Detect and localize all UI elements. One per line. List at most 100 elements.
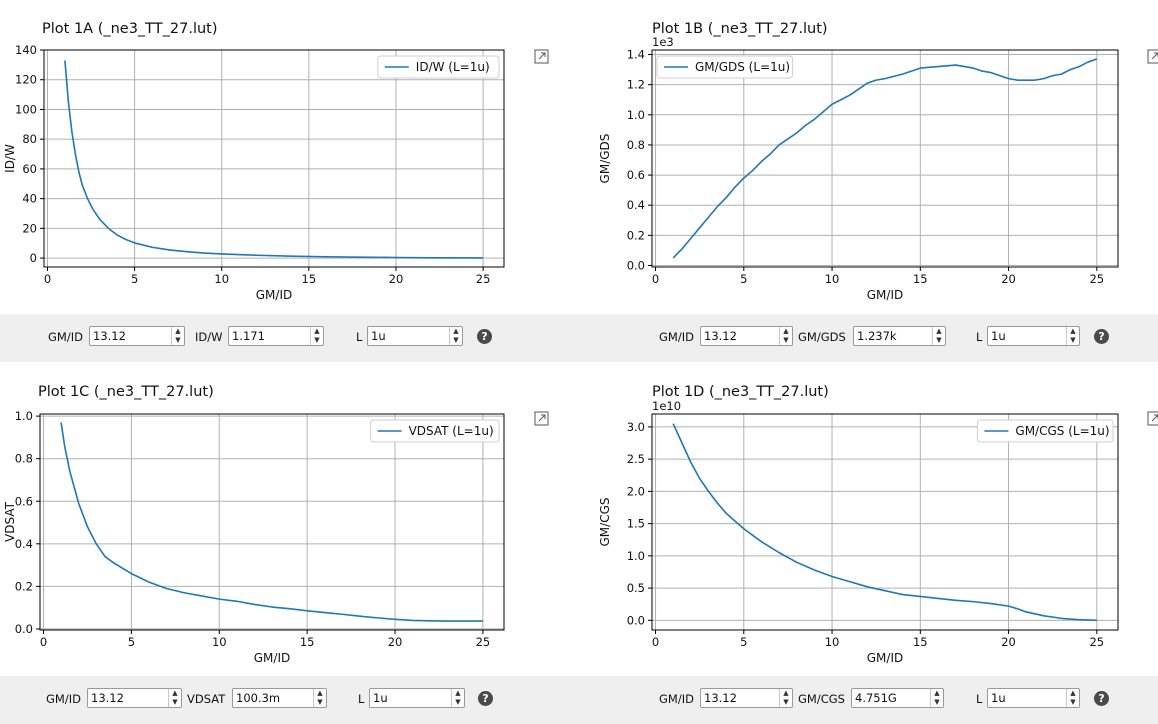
legend-label: GM/GDS (L=1u) xyxy=(695,60,790,74)
plot-panel-1c: Plot 1C (_ne3_TT_27.lut) 0 5 10 15 20 25 0.0 0.2… xyxy=(0,362,579,724)
l-spinbox[interactable]: 1u ▲ ▼ xyxy=(987,688,1080,708)
y-value: 1.171 xyxy=(232,329,265,343)
plot-panel-1a: Plot 1A (_ne3_TT_27.lut) 0 5 10 15 20 25 0 20 40 6… xyxy=(0,0,579,362)
plot-title: Plot 1C (_ne3_TT_27.lut) xyxy=(38,384,214,400)
axis-offset-text: 1e3 xyxy=(652,35,674,49)
x-tick-label: 15 xyxy=(300,635,315,649)
y-value: 4.751G xyxy=(855,691,897,705)
gmid-spinbox[interactable]: 13.12 ▲ ▼ xyxy=(700,326,793,346)
gmid-label: GM/ID xyxy=(659,330,694,344)
expand-icon xyxy=(534,411,549,426)
x-tick-label: 0 xyxy=(652,635,659,649)
gmid-spinbox[interactable]: 13.12 ▲ ▼ xyxy=(700,688,793,708)
y-tick-label: 140 xyxy=(15,43,37,57)
y-value-spinbox[interactable]: 1.171 ▲ ▼ xyxy=(228,326,324,346)
x-tick-label: 15 xyxy=(913,272,928,286)
expand-icon xyxy=(1147,49,1158,64)
spin-arrows-icon[interactable]: ▲ ▼ xyxy=(310,327,323,345)
axes-frame xyxy=(39,413,505,631)
spin-arrows-icon[interactable]: ▲ ▼ xyxy=(930,689,943,707)
l-value: 1u xyxy=(373,691,388,705)
plot-title: Plot 1B (_ne3_TT_27.lut) xyxy=(652,21,828,37)
y-tick-label: 1.0 xyxy=(15,409,33,423)
spin-arrows-icon[interactable]: ▲ ▼ xyxy=(168,689,181,707)
y-tick-label: 1.4 xyxy=(627,48,645,62)
x-tick-label: 10 xyxy=(212,635,227,649)
gmid-spinbox[interactable]: 13.12 ▲ ▼ xyxy=(87,688,182,708)
x-axis-label: GM/ID xyxy=(254,651,290,665)
x-tick-label: 5 xyxy=(131,272,138,286)
x-tick-label: 25 xyxy=(1089,635,1104,649)
y-tick-label: 100 xyxy=(15,102,37,116)
x-axis-label: GM/ID xyxy=(256,288,292,302)
legend: GM/GDS (L=1u) xyxy=(656,55,794,79)
help-icon[interactable]: ? xyxy=(1094,329,1109,344)
y-tick-label: 0.8 xyxy=(627,138,645,152)
x-tick-label: 20 xyxy=(1001,635,1016,649)
x-tick-label: 0 xyxy=(44,272,51,286)
spin-arrows-icon[interactable]: ▲ ▼ xyxy=(932,327,945,345)
gmid-label: GM/ID xyxy=(48,330,83,344)
y-value-spinbox[interactable]: 4.751G ▲ ▼ xyxy=(851,688,944,708)
l-label: L xyxy=(358,692,365,706)
y-value-spinbox[interactable]: 1.237k ▲ ▼ xyxy=(853,326,946,346)
y-tick-label: 0.2 xyxy=(15,579,33,593)
y-value: 100.3m xyxy=(236,691,281,705)
legend-box xyxy=(377,55,500,79)
y-tick-label: 1.2 xyxy=(627,78,645,92)
l-label: L xyxy=(356,330,363,344)
legend-label: VDSAT (L=1u) xyxy=(409,424,494,438)
chart-1b: Plot 1B (_ne3_TT_27.lut) 0 5 10 15 20 25 0.0 0.2… xyxy=(598,21,1158,302)
controls-bar: GM/ID 13.12 ▲ ▼ GM/GDS 1.237k ▲ ▼ L 1u ▲ ▼ … xyxy=(579,314,1158,362)
x-tick-label: 5 xyxy=(740,272,747,286)
spin-arrows-icon[interactable]: ▲ ▼ xyxy=(779,689,792,707)
y-tick-label: 0.2 xyxy=(627,228,645,242)
gmid-label: GM/ID xyxy=(46,692,81,706)
spin-arrows-icon[interactable]: ▲ ▼ xyxy=(779,327,792,345)
spin-arrows-icon[interactable]: ▲ ▼ xyxy=(313,689,326,707)
y-tick-label: 2.5 xyxy=(627,452,645,466)
y-value-spinbox[interactable]: 100.3m ▲ ▼ xyxy=(232,688,327,708)
expand-icon-frame xyxy=(1147,49,1158,64)
plot-area: Plot 1A (_ne3_TT_27.lut) 0 5 10 15 20 25 0 20 40 6… xyxy=(0,0,579,314)
l-value: 1u xyxy=(991,329,1006,343)
help-icon[interactable]: ? xyxy=(478,691,493,706)
legend-label: ID/W (L=1u) xyxy=(416,60,490,74)
spin-arrows-icon[interactable]: ▲ ▼ xyxy=(449,327,462,345)
y-axis-label: VDSAT xyxy=(3,501,17,542)
legend-box xyxy=(370,419,500,443)
l-label: L xyxy=(976,692,983,706)
spin-arrows-icon[interactable]: ▲ ▼ xyxy=(451,689,464,707)
spin-arrows-icon[interactable]: ▲ ▼ xyxy=(171,327,184,345)
chart-1a: Plot 1A (_ne3_TT_27.lut) 0 5 10 15 20 25 0 20 40 6… xyxy=(3,21,549,302)
controls-bar: GM/ID 13.12 ▲ ▼ VDSAT 100.3m ▲ ▼ L 1u ▲ ▼ ? xyxy=(0,676,579,724)
l-spinbox[interactable]: 1u ▲ ▼ xyxy=(987,326,1080,346)
x-tick-label: 5 xyxy=(128,635,135,649)
l-spinbox[interactable]: 1u ▲ ▼ xyxy=(367,326,463,346)
spin-arrows-icon[interactable]: ▲ ▼ xyxy=(1066,689,1079,707)
controls-bar: GM/ID 13.12 ▲ ▼ GM/CGS 4.751G ▲ ▼ L 1u ▲ ▼ … xyxy=(579,676,1158,724)
y-value-label: GM/GDS xyxy=(798,330,846,344)
y-tick-label: 0.0 xyxy=(627,258,645,272)
expand-icon xyxy=(1147,411,1158,426)
gmid-spinbox[interactable]: 13.12 ▲ ▼ xyxy=(89,326,185,346)
controls-bar: GM/ID 13.12 ▲ ▼ ID/W 1.171 ▲ ▼ L 1u ▲ ▼ ? xyxy=(0,314,579,362)
y-tick-label: 20 xyxy=(22,221,37,235)
y-tick-label: 2.0 xyxy=(627,484,645,498)
x-tick-label: 10 xyxy=(825,635,840,649)
chart-1c: Plot 1C (_ne3_TT_27.lut) 0 5 10 15 20 25 0.0 0.2… xyxy=(3,384,549,665)
axis-offset-text: 1e10 xyxy=(652,399,681,413)
help-icon[interactable]: ? xyxy=(477,329,492,344)
plot-title: Plot 1D (_ne3_TT_27.lut) xyxy=(652,384,829,400)
help-icon[interactable]: ? xyxy=(1094,691,1109,706)
x-tick-label: 25 xyxy=(476,635,491,649)
spin-arrows-icon[interactable]: ▲ ▼ xyxy=(1066,327,1079,345)
y-tick-label: 0.4 xyxy=(627,198,645,212)
plot-area: Plot 1C (_ne3_TT_27.lut) 0 5 10 15 20 25 0.0 0.2… xyxy=(0,362,579,676)
l-spinbox[interactable]: 1u ▲ ▼ xyxy=(369,688,465,708)
plot-panel-1b: Plot 1B (_ne3_TT_27.lut) 0 5 10 15 20 25 0.0 0.2… xyxy=(579,0,1158,362)
y-axis-label: ID/W xyxy=(3,144,17,173)
y-tick-label: 0.0 xyxy=(15,622,33,636)
y-tick-label: 3.0 xyxy=(627,420,645,434)
y-tick-label: 0 xyxy=(30,251,37,265)
